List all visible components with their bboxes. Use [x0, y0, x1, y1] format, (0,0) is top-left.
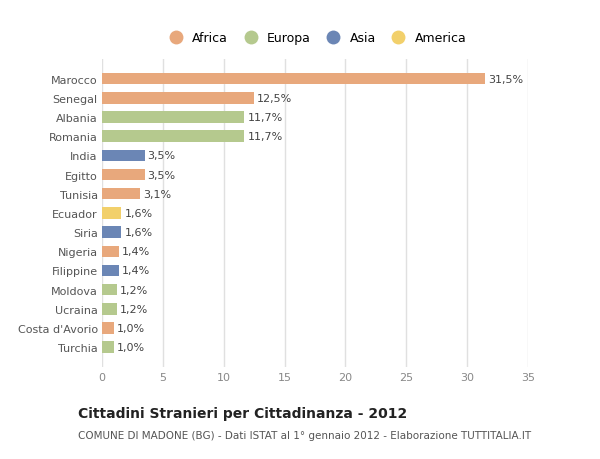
Text: 1,4%: 1,4% [122, 247, 151, 257]
Text: 11,7%: 11,7% [247, 113, 283, 123]
Bar [102, 131, 244, 143]
Bar [102, 227, 121, 238]
Text: 1,2%: 1,2% [119, 304, 148, 314]
Bar [102, 73, 485, 85]
Text: 11,7%: 11,7% [247, 132, 283, 142]
Text: COMUNE DI MADONE (BG) - Dati ISTAT al 1° gennaio 2012 - Elaborazione TUTTITALIA.: COMUNE DI MADONE (BG) - Dati ISTAT al 1°… [78, 430, 531, 440]
Bar [102, 265, 119, 277]
Bar [102, 169, 145, 181]
Text: 12,5%: 12,5% [257, 94, 292, 104]
Text: 1,0%: 1,0% [117, 323, 145, 333]
Bar [102, 246, 119, 257]
Legend: Africa, Europa, Asia, America: Africa, Europa, Asia, America [164, 32, 466, 45]
Bar [102, 189, 140, 200]
Bar [102, 303, 116, 315]
Text: 3,5%: 3,5% [148, 170, 176, 180]
Text: Cittadini Stranieri per Cittadinanza - 2012: Cittadini Stranieri per Cittadinanza - 2… [78, 406, 407, 420]
Text: 1,2%: 1,2% [119, 285, 148, 295]
Bar [102, 323, 114, 334]
Text: 3,1%: 3,1% [143, 189, 171, 199]
Text: 3,5%: 3,5% [148, 151, 176, 161]
Text: 1,6%: 1,6% [125, 208, 152, 218]
Bar [102, 342, 114, 353]
Text: 1,0%: 1,0% [117, 342, 145, 353]
Bar [102, 112, 244, 123]
Bar [102, 207, 121, 219]
Bar [102, 93, 254, 104]
Bar [102, 150, 145, 162]
Text: 31,5%: 31,5% [488, 74, 524, 84]
Text: 1,4%: 1,4% [122, 266, 151, 276]
Text: 1,6%: 1,6% [125, 228, 152, 238]
Bar [102, 284, 116, 296]
